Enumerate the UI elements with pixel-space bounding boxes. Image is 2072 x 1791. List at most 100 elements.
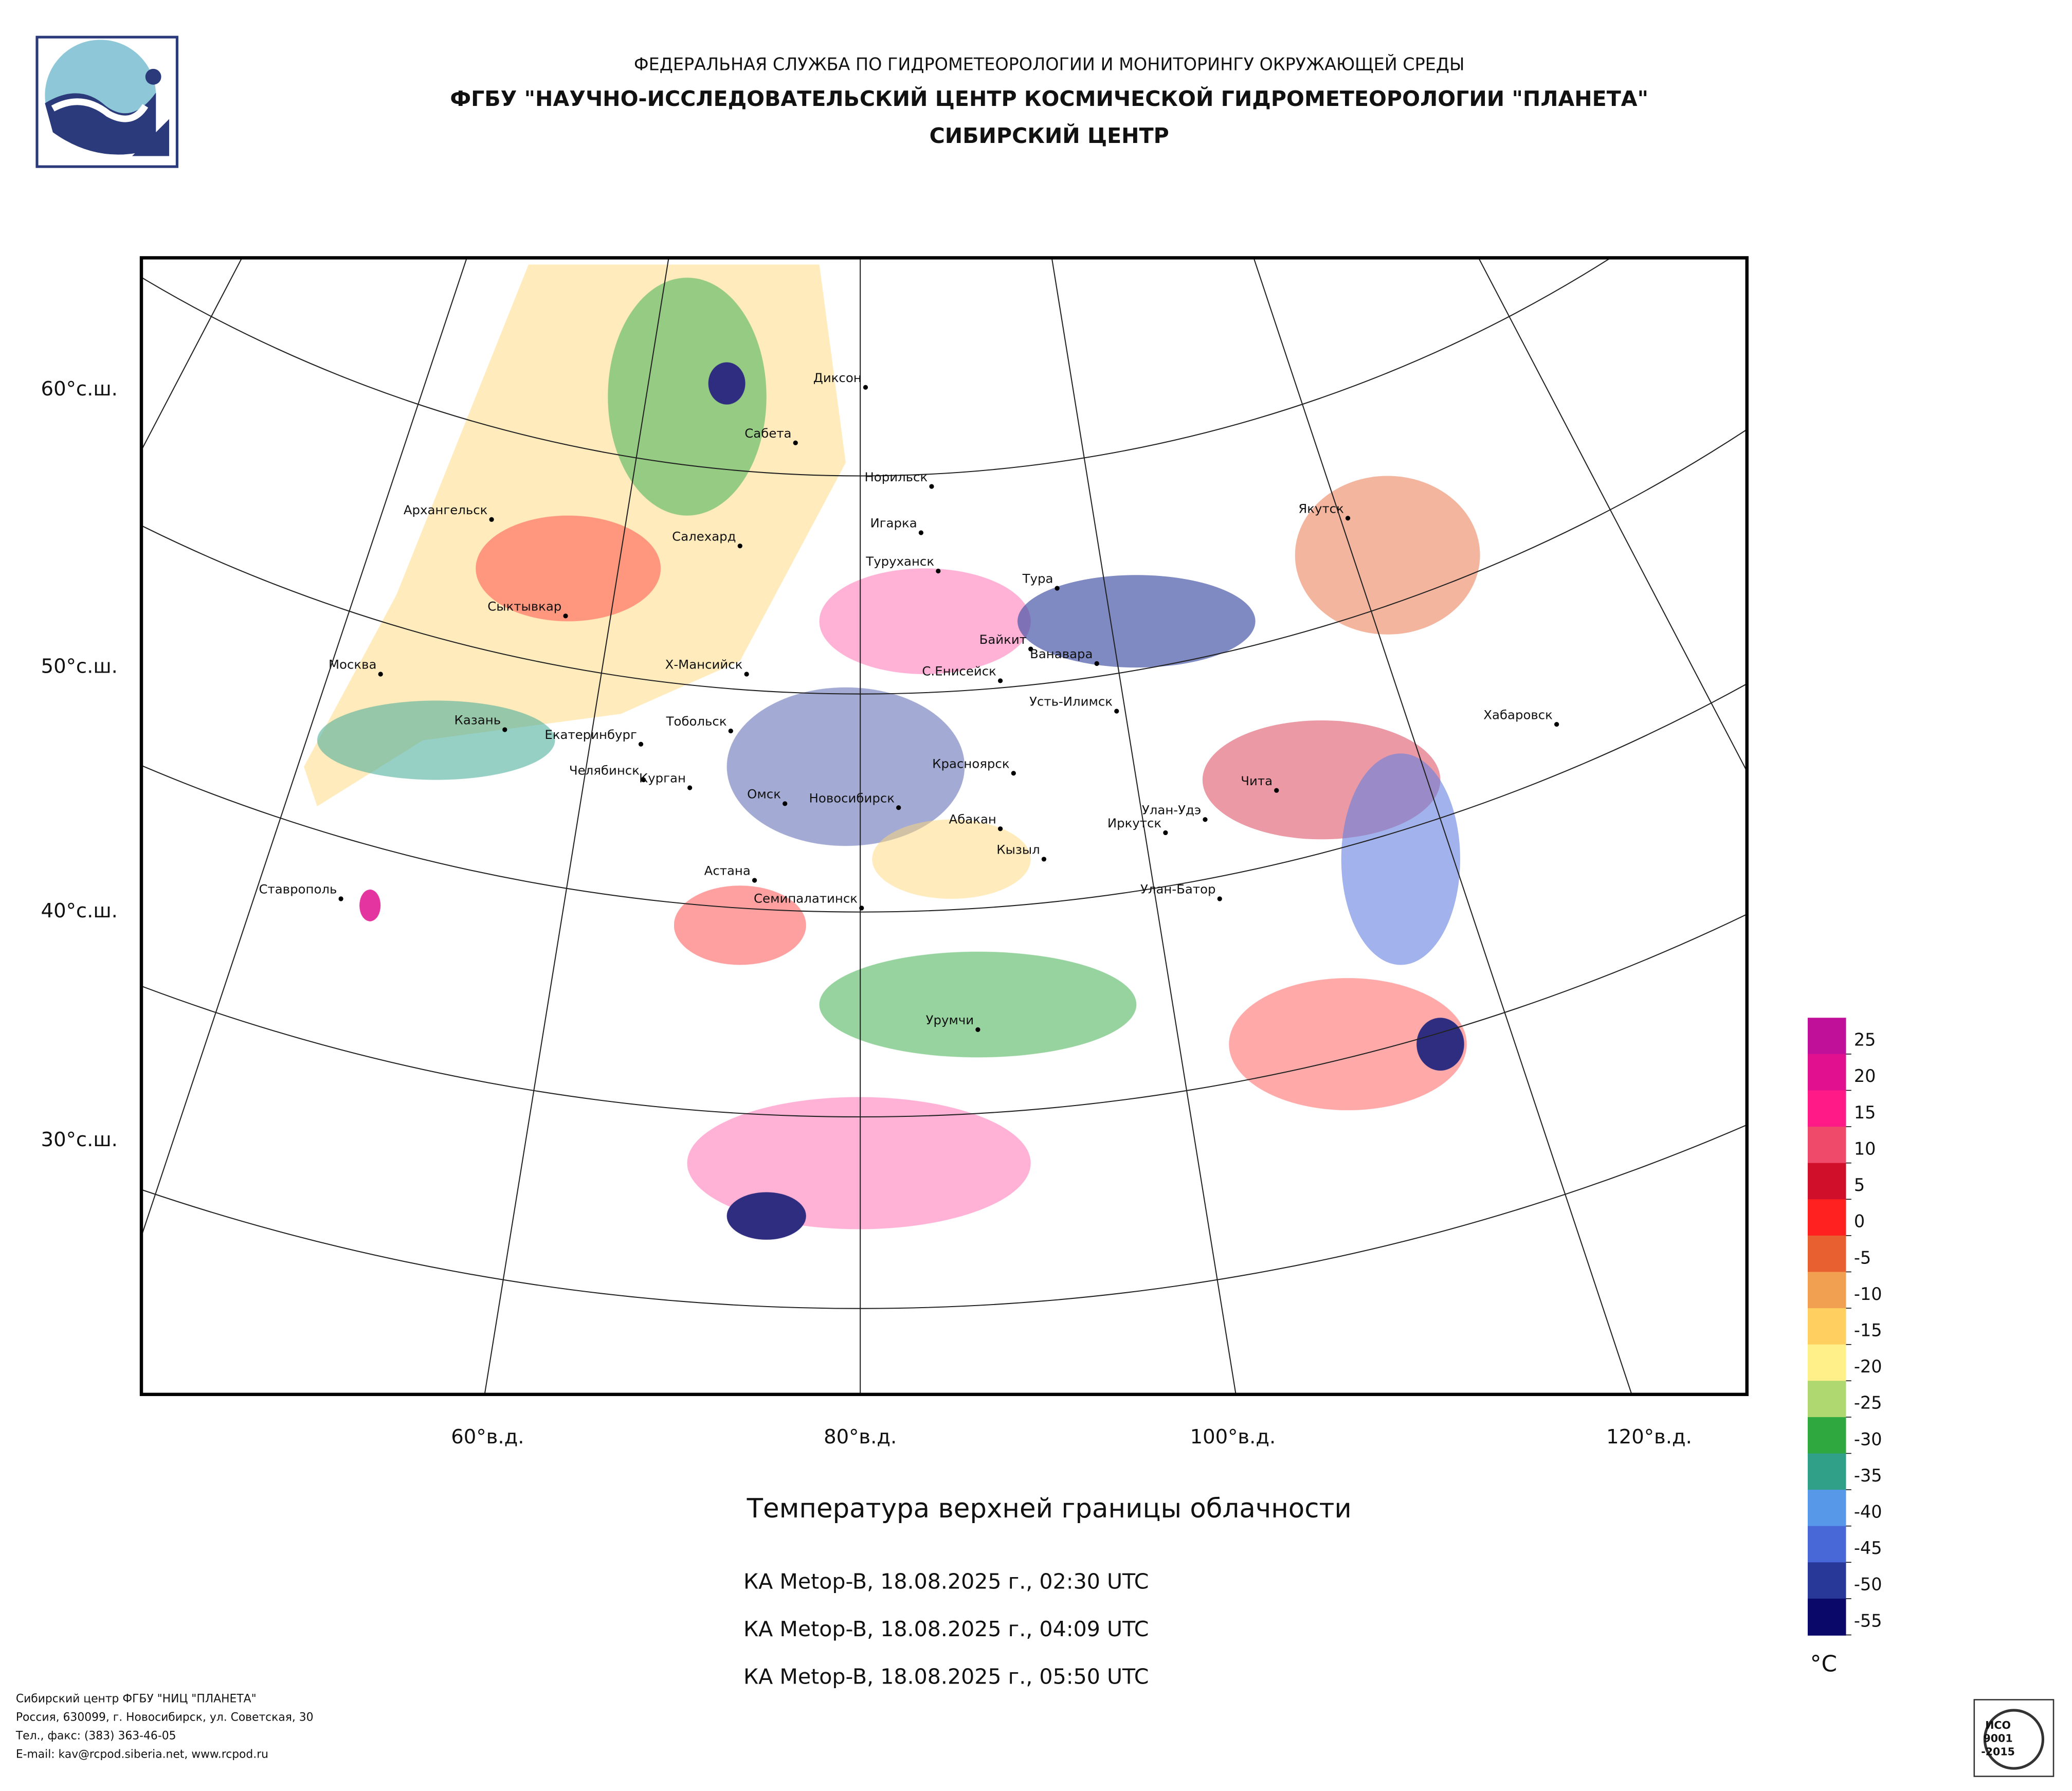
city-label: Тобольск [666,714,727,729]
city-label: Якутск [1298,501,1344,516]
city-label: Норильск [864,469,928,484]
city-label: Москва [329,657,377,672]
city-dot [728,728,733,734]
city-label: Ванавара [1030,646,1093,661]
city-label: Байкит [979,632,1027,647]
legend-swatch [1807,1598,1846,1636]
legend-tick-label: 15 [1854,1102,1876,1123]
lon-label: 120°в.д. [1606,1425,1692,1449]
legend-tick-label: -20 [1854,1356,1882,1377]
city-label: Ставрополь [259,882,337,897]
city-dot [737,544,742,549]
legend-swatch [1807,1090,1846,1128]
city-label: Омск [747,787,781,802]
lon-label: 80°в.д. [824,1425,897,1449]
parallel [141,913,1747,1117]
legend-tick-label: 20 [1854,1066,1876,1086]
lat-label: 50°с.ш. [41,655,118,678]
map-area [141,258,1747,1395]
footer-line: Тел., факс: (383) 363-46-05 [15,1730,176,1743]
city-label: Диксон [813,370,862,385]
pass-line: КА Metop-B, 18.08.2025 г., 05:50 UTC [743,1665,1149,1689]
meridian [1051,258,1237,1395]
footer-line: E-mail: kav@rcpod.siberia.net, www.rcpod… [16,1748,268,1761]
cert-text: ИСО [1985,1719,2011,1731]
legend-tick-label: 5 [1854,1175,1865,1195]
city-dot [502,727,507,732]
legend-tick-label: -30 [1854,1429,1882,1449]
city-label: Туруханск [865,554,934,569]
city-label: Семипалатинск [754,891,858,906]
lon-label: 60°в.д. [451,1425,524,1449]
legend-tick-label: -5 [1854,1247,1871,1268]
lat-label: 60°с.ш. [41,377,118,401]
meridian [141,258,468,1238]
cert-text: -2015 [1981,1745,2015,1758]
city-label: С.Енисейск [922,664,996,679]
legend-tick-label: -15 [1854,1320,1882,1340]
city-dot [975,1027,980,1032]
header-line: ФЕДЕРАЛЬНАЯ СЛУЖБА ПО ГИДРОМЕТЕОРОЛОГИИ … [634,53,1465,74]
legend-tick-label: 10 [1854,1138,1876,1159]
city-dot [641,777,646,783]
city-label: Х-Мансийск [665,657,743,672]
title: Температура верхней границы облачности [747,1493,1352,1524]
legend-swatch [1807,1054,1846,1091]
city-dot [1011,771,1016,776]
legend-swatch [1807,1163,1846,1200]
pass-line: КА Metop-B, 18.08.2025 г., 02:30 UTC [743,1569,1149,1594]
city-label: Сыктывкар [487,599,561,614]
city-dot [783,801,788,806]
city-dot [896,805,901,810]
city-dot [1345,516,1351,521]
cities: Диксон Сабета Норильск Игарка Туруханск Тура Я… [259,370,1559,1032]
city-dot [936,568,941,574]
city-label: Новосибирск [809,790,895,805]
lon-label: 100°в.д. [1190,1425,1276,1449]
city-dot [744,672,749,677]
city-label: Абакан [949,811,996,826]
legend-tick-label: -55 [1854,1611,1882,1631]
city-label: Салехард [672,529,736,544]
cloud-imagery [304,264,1480,1240]
city-label: Иркутск [1107,816,1161,830]
city-dot [1554,722,1559,727]
map-frame [139,256,1749,1396]
header-line: ФГБУ "НАУЧНО-ИССЛЕДОВАТЕЛЬСКИЙ ЦЕНТР КОС… [450,86,1648,111]
city-label: Курган [639,771,686,786]
city-dot [918,530,924,535]
footer-line: Сибирский центр ФГБУ "НИЦ "ПЛАНЕТА" [16,1693,257,1706]
legend-swatch [1807,1308,1846,1345]
legend-swatch [1807,1381,1846,1418]
city-label: Архангельск [404,502,488,517]
city-label: Усть-Илимск [1029,694,1113,709]
legend-swatch [1807,1453,1846,1491]
city-label: Казань [455,713,501,728]
city-dot [793,440,798,445]
legend-tick-label: 0 [1854,1211,1865,1232]
city-dot [638,741,644,747]
legend-swatch [1807,1127,1846,1164]
city-dot [1094,661,1099,666]
legend-swatch [1807,1490,1846,1527]
cert-text: 9001 [1983,1732,2012,1745]
legend-tick-label: 25 [1854,1030,1876,1050]
footer-line: Россия, 630099, г. Новосибирск, ул. Сове… [16,1711,314,1724]
city-label: Тура [1022,571,1053,586]
city-dot [489,517,494,522]
city-dot [1203,817,1208,822]
city-label: Улан-Удэ [1142,802,1201,817]
city-label: Челябинск [569,763,640,777]
cert-badge: ИСО 9001 -2015 [1973,1699,2055,1777]
legend-tick-label: -40 [1854,1501,1882,1522]
city-label: Астана [704,863,751,878]
city-dot [859,906,864,911]
city-dot [997,678,1003,683]
logo [35,35,178,168]
legend-swatch [1807,1272,1846,1309]
legend-swatch [1807,1417,1846,1454]
city-dot [1055,586,1060,591]
legend-tick-label: -50 [1854,1575,1882,1595]
city-label: Красноярск [932,756,1009,771]
